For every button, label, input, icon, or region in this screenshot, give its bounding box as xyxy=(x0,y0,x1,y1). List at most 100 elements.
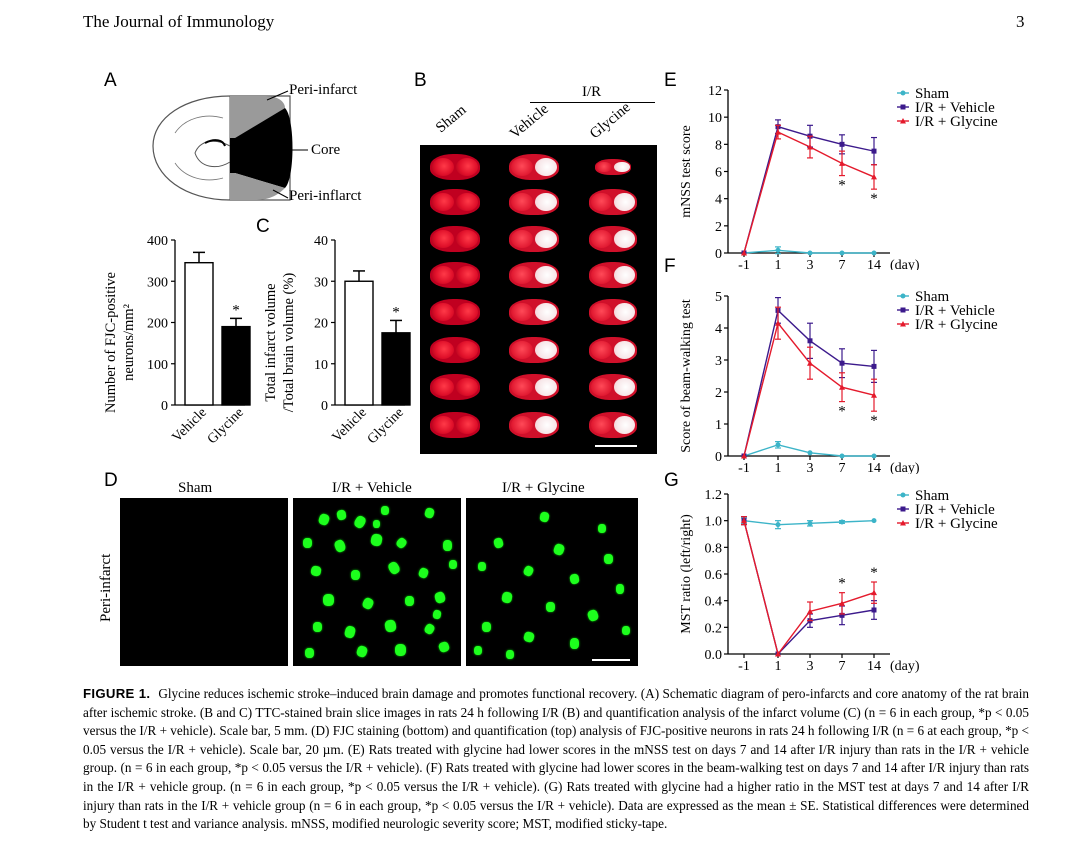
panel-label-a: A xyxy=(104,70,117,91)
chart-g-ylabel: MST ratio (left/right) xyxy=(679,514,694,634)
ttc-slice xyxy=(595,159,631,175)
chart-e-xunit: (day) xyxy=(890,258,920,270)
chart-g-point-sham xyxy=(807,520,813,526)
panel-d-row-label: Peri-infarct xyxy=(98,553,114,622)
chart-f-legend-marker-sham xyxy=(900,293,906,299)
chart-f-point-sham xyxy=(871,453,877,459)
fjc-positive-cell xyxy=(437,640,451,654)
chart-e-significance: * xyxy=(870,191,878,207)
chart-g-ytick-label: 0.4 xyxy=(705,595,723,610)
chart-f-legend-marker-glycine xyxy=(900,321,906,327)
ttc-slice xyxy=(430,189,480,215)
panel-b-col-glycine: Glycine xyxy=(587,99,634,143)
chart-g-legend-marker-glycine xyxy=(900,520,906,526)
fjc-positive-cell xyxy=(478,562,486,571)
ttc-slice xyxy=(430,299,480,325)
bar-a-significance: * xyxy=(232,302,240,318)
chart-f-point-vehicle xyxy=(871,363,877,369)
micrograph-vehicle xyxy=(293,498,461,666)
fjc-positive-cell xyxy=(381,506,389,515)
chart-g-point-glycine xyxy=(741,517,747,524)
bar-c-ytick-label: 20 xyxy=(314,317,328,332)
ttc-slice xyxy=(589,374,637,400)
chart-f-xtick-label: 3 xyxy=(807,461,814,474)
panel-b-group-line xyxy=(530,102,655,103)
chart-g-xtick-label: 3 xyxy=(807,659,814,674)
chart-f-legend-label-glycine: I/R + Glycine xyxy=(915,317,998,333)
bar-c-significance: * xyxy=(392,304,400,320)
chart-e-legend-label-glycine: I/R + Glycine xyxy=(915,114,998,130)
chart-f-point-glycine xyxy=(871,392,877,398)
fjc-positive-cell xyxy=(351,570,360,580)
fjc-positive-cell xyxy=(370,533,383,547)
panel-label-e: E xyxy=(664,70,677,91)
beam-walking-line-chart: 0 1 2 3 4 5 -1 1 3 7 14 (day) Score of beam-walking … xyxy=(679,289,998,474)
chart-f-point-glycine xyxy=(839,384,845,390)
chart-f-ytick-label: 2 xyxy=(715,386,722,401)
fjc-positive-cell xyxy=(586,608,600,623)
chart-g-legend-label-sham: Sham xyxy=(915,488,950,504)
chart-f-legend-label-vehicle: I/R + Vehicle xyxy=(915,303,995,319)
fjc-positive-cell xyxy=(361,596,375,611)
chart-e-point-vehicle xyxy=(839,141,845,147)
chart-g-line-vehicle xyxy=(743,520,875,656)
chart-g-ytick-label: 0.2 xyxy=(705,621,723,636)
ttc-slice xyxy=(509,412,559,438)
fjc-positive-cell xyxy=(394,536,409,550)
chart-f-xtick-label: -1 xyxy=(738,461,750,474)
label-peri-infarct-top: Peri-infarct xyxy=(289,82,358,98)
fjc-positive-cell xyxy=(616,584,624,594)
chart-g-ytick-label: 0.0 xyxy=(705,648,723,663)
panel-label-g: G xyxy=(664,470,679,491)
chart-f-point-glycine xyxy=(741,453,747,459)
panel-b-col-vehicle: Vehicle xyxy=(507,101,552,143)
fjc-positive-cell xyxy=(522,564,535,578)
chart-f-xtick-label: 14 xyxy=(867,461,881,474)
bar-c-bar-vehicle xyxy=(344,280,374,406)
chart-e-ylabel: mNSS test score xyxy=(679,125,694,218)
bar-a-ylabel-line2: neurons/mm² xyxy=(121,303,137,380)
page-number: 3 xyxy=(1016,12,1025,31)
fjc-positive-cell xyxy=(333,538,347,554)
chart-e-point-sham xyxy=(839,250,845,256)
panel-b-col-sham: Sham xyxy=(433,102,470,137)
ttc-slice xyxy=(509,226,559,252)
chart-f-xunit: (day) xyxy=(890,461,920,474)
chart-e-ytick-label: 10 xyxy=(708,111,722,126)
micrograph-scale-bar xyxy=(592,659,630,661)
chart-e-xtick-label: 3 xyxy=(807,258,814,270)
fjc-positive-cell xyxy=(570,638,579,649)
chart-e-ytick-label: 2 xyxy=(715,220,722,235)
chart-f-ytick-label: 1 xyxy=(715,418,722,433)
ttc-slice xyxy=(509,337,559,363)
micrograph-sham xyxy=(120,498,288,666)
chart-g-xtick-label: 7 xyxy=(839,659,846,674)
chart-g-xunit: (day) xyxy=(890,659,920,674)
figure-caption-label: FIGURE 1. xyxy=(83,686,151,701)
bar-a-bar-vehicle xyxy=(184,261,214,406)
chart-f-legend-marker-vehicle xyxy=(900,307,906,313)
chart-e-legend-marker-sham xyxy=(900,90,906,96)
figure-caption: FIGURE 1. Glycine reduces ischemic stroke… xyxy=(83,685,1029,834)
panel-label-f: F xyxy=(664,256,676,277)
bar-a-ylabel-line1: Number of FJC-positive xyxy=(103,272,119,413)
chart-g-ytick-label: 1.2 xyxy=(705,488,723,503)
fjc-positive-cell xyxy=(552,542,566,557)
fjc-positive-cell xyxy=(546,602,555,612)
chart-g-legend-label-glycine: I/R + Glycine xyxy=(915,516,998,532)
chart-g-point-sham xyxy=(839,519,845,525)
ttc-slice xyxy=(509,262,559,288)
chart-e-significance: * xyxy=(838,178,846,194)
fjc-positive-cell xyxy=(323,594,334,606)
chart-e-legend-marker-vehicle xyxy=(900,104,906,110)
chart-g-xtick-label: -1 xyxy=(738,659,750,674)
fjc-positive-cell xyxy=(492,537,505,549)
bar-c-ytick-label: 0 xyxy=(321,399,328,414)
ttc-slice-image xyxy=(420,145,657,454)
ttc-slice xyxy=(589,226,637,252)
chart-e-point-sham xyxy=(807,250,813,256)
bar-a-xtick-label: Vehicle xyxy=(170,405,210,445)
chart-f-line-vehicle xyxy=(743,309,875,457)
fjc-positive-cell xyxy=(313,622,322,632)
chart-g-ytick-label: 0.6 xyxy=(705,568,723,583)
